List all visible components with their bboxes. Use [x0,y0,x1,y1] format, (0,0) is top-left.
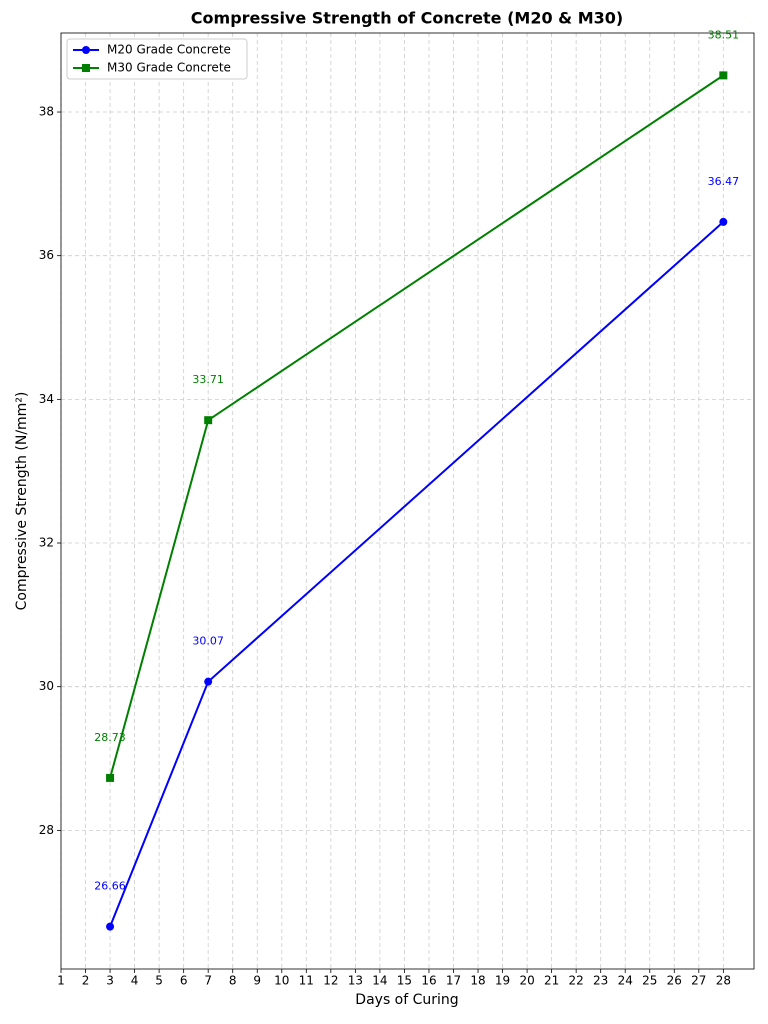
x-tick-label: 12 [323,974,338,988]
data-label: 33.71 [192,373,224,386]
x-tick-label: 23 [593,974,608,988]
marker [106,922,115,931]
y-tick-label: 28 [39,823,54,837]
y-tick-label: 36 [39,248,54,262]
x-tick-label: 11 [299,974,314,988]
x-tick-label: 28 [716,974,731,988]
x-tick-label: 6 [180,974,188,988]
x-tick-label: 21 [544,974,559,988]
marker [719,217,728,226]
data-label: 36.47 [708,175,740,188]
x-tick-label: 1 [57,974,65,988]
x-tick-label: 24 [618,974,633,988]
series-line [109,221,725,927]
marker [719,71,728,80]
x-tick-label: 27 [691,974,706,988]
y-tick-label: 30 [39,679,54,693]
marker [204,677,213,686]
y-tick-label: 38 [39,105,54,119]
x-tick-label: 19 [495,974,510,988]
legend-box [66,38,248,80]
legend-marker [82,64,90,72]
x-tick-label: 16 [421,974,436,988]
x-tick-label: 25 [642,974,657,988]
y-axis-label: Compressive Strength (N/mm²) [14,392,30,611]
x-tick-label: 7 [204,974,212,988]
chart-title: Compressive Strength of Concrete (M20 & … [191,9,623,28]
y-tick-label: 32 [39,536,54,550]
x-tick-label: 18 [470,974,485,988]
x-tick-label: 13 [348,974,363,988]
x-tick-label: 14 [372,974,387,988]
legend-label: M30 Grade Concrete [107,61,231,75]
x-tick-label: 9 [253,974,261,988]
marker [106,773,115,782]
series-line [109,74,724,779]
x-tick-label: 3 [106,974,114,988]
data-label: 30.07 [192,635,224,648]
x-tick-label: 15 [397,974,412,988]
x-tick-label: 17 [446,974,461,988]
plot-frame [60,32,755,970]
legend-label: M20 Grade Concrete [107,43,231,57]
data-label: 26.66 [94,880,126,893]
x-tick-label: 8 [229,974,237,988]
x-tick-label: 20 [519,974,534,988]
y-tick-label: 34 [39,392,54,406]
x-tick-label: 5 [155,974,163,988]
data-label: 28.73 [94,731,126,744]
x-tick-label: 26 [667,974,682,988]
x-tick-label: 10 [274,974,289,988]
x-tick-label: 2 [82,974,90,988]
legend-marker [82,46,90,54]
x-tick-label: 22 [569,974,584,988]
x-tick-label: 4 [131,974,139,988]
marker [204,416,213,425]
x-axis-label: Days of Curing [355,992,458,1008]
data-label: 38.51 [708,28,740,41]
legend: M20 Grade Concrete M30 Grade Concrete [66,38,248,80]
